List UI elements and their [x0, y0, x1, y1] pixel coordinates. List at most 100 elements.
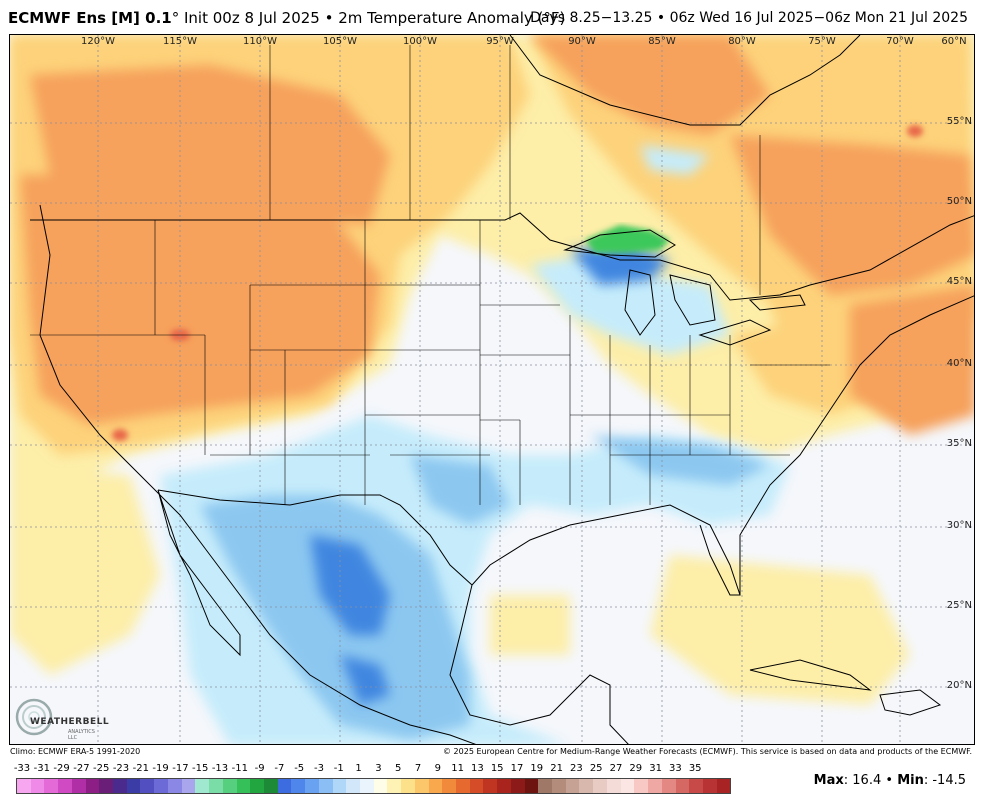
scale-tick-label: -15	[192, 763, 209, 774]
scale-swatch	[113, 779, 127, 793]
longitude-label: 95°W	[486, 36, 514, 47]
scale-tick-label: 3	[375, 763, 382, 774]
scale-swatch	[469, 779, 484, 793]
scale-tick-label: -3	[314, 763, 324, 774]
scale-swatch	[263, 779, 278, 793]
valid-period: Days 8.25−13.25 • 06z Wed 16 Jul 2025−06…	[530, 10, 968, 26]
scale-swatch	[291, 779, 306, 793]
scale-swatch	[456, 779, 470, 793]
map-canvas	[10, 35, 974, 744]
latitude-label: 40°N	[946, 358, 972, 369]
scale-tick-label: -31	[33, 763, 50, 774]
scale-tick-label: 19	[530, 763, 544, 774]
scale-swatch	[318, 779, 333, 793]
scale-tick-label: -13	[211, 763, 229, 774]
scale-swatch	[716, 779, 731, 793]
scale-swatch	[126, 779, 141, 793]
scale-tick-label: 27	[609, 763, 623, 774]
scale-tick-label: 31	[649, 763, 662, 774]
scale-swatch	[236, 779, 251, 793]
scale-swatch	[195, 779, 210, 793]
scale-swatch	[702, 779, 717, 793]
scale-swatch	[565, 779, 580, 793]
scale-tick-label: 35	[688, 763, 702, 774]
stats-separator: •	[885, 773, 894, 788]
lake-superior-cold-spot	[585, 225, 670, 253]
scale-tick-label: 23	[570, 763, 583, 774]
scale-swatch	[579, 779, 594, 793]
weatherbell-logo: WEATHERBELL ANALYTICS LLC	[14, 695, 109, 743]
latitude-label: 55°N	[946, 116, 972, 127]
latitude-label: 50°N	[946, 196, 972, 207]
scale-tick-label: 7	[414, 763, 422, 774]
scale-swatch	[689, 779, 703, 793]
state-borders	[30, 45, 830, 505]
max-label: Max	[813, 773, 844, 788]
cool-region	[200, 435, 770, 740]
copyright-note: © 2025 European Centre for Medium-Range …	[443, 747, 972, 756]
scale-swatch	[373, 779, 388, 793]
climo-note: Climo: ECMWF ERA-5 1991-2020	[10, 747, 141, 756]
scale-swatch	[661, 779, 676, 793]
scale-swatch	[181, 779, 196, 793]
scale-swatch	[606, 779, 621, 793]
scale-tick-label: 9	[434, 763, 441, 774]
scale-tick-label: -5	[294, 763, 305, 774]
scale-swatch	[414, 779, 429, 793]
scale-swatch	[167, 779, 182, 793]
scale-tick-label: 33	[669, 763, 682, 774]
longitude-label: 85°W	[648, 36, 676, 47]
degree-symbol: °	[171, 9, 180, 27]
logo-text: WEATHERBELL	[30, 717, 110, 727]
longitude-label: 120°W	[81, 36, 115, 47]
scale-swatch	[483, 779, 498, 793]
scale-swatch	[277, 779, 292, 793]
scale-tick-label: -19	[152, 763, 169, 774]
scale-tick-label: -33	[13, 763, 31, 774]
scale-swatch	[497, 779, 511, 793]
longitude-label: 80°W	[728, 36, 756, 47]
scale-swatch	[71, 779, 86, 793]
scale-swatch	[30, 779, 45, 793]
scale-swatch	[17, 779, 31, 793]
latitude-label: 25°N	[946, 600, 972, 611]
scale-swatch	[620, 779, 635, 793]
scale-swatch	[154, 779, 168, 793]
graticule	[10, 35, 974, 744]
warm-strong-region	[20, 35, 974, 435]
scale-tick-label: 17	[510, 763, 524, 774]
scale-swatch	[209, 779, 223, 793]
scale-bar	[16, 778, 732, 794]
scale-tick-label: -11	[231, 763, 248, 774]
scale-swatch	[222, 779, 237, 793]
min-label: Min	[897, 773, 924, 788]
scale-swatch	[387, 779, 402, 793]
max-min-stats: Max: 16.4 • Min: -14.5	[814, 773, 966, 788]
variable-name: 2m Temperature Anomaly (°F)	[338, 9, 566, 27]
header: ECMWF Ens [M] 0.1° Init 00z 8 Jul 2025 •…	[0, 0, 984, 34]
scale-tick-label: -29	[53, 763, 70, 774]
scale-tick-label: -27	[73, 763, 90, 774]
scale-swatch	[510, 779, 525, 793]
longitude-label: 110°W	[243, 36, 277, 47]
weatherbell-swirl-logo	[15, 698, 53, 736]
longitude-label: 105°W	[323, 36, 357, 47]
scale-swatch	[346, 779, 360, 793]
latitude-label: 45°N	[946, 276, 972, 287]
scale-tick-label: -23	[112, 763, 130, 774]
longitude-label: 115°W	[163, 36, 197, 47]
scale-swatch	[442, 779, 456, 793]
anomaly-map[interactable]: 120°W 115°W 110°W 105°W 100°W 95°W 90°W 85°W 80°…	[9, 34, 975, 745]
scale-tick-label: 29	[629, 763, 643, 774]
scale-swatch	[675, 779, 690, 793]
cool-strong-region	[310, 245, 670, 705]
scale-swatch	[250, 779, 264, 793]
scale-tick-label: 21	[550, 763, 563, 774]
scale-tick-label: 5	[395, 763, 402, 774]
min-value: : -14.5	[923, 773, 966, 788]
scale-tick-label: 15	[490, 763, 504, 774]
scale-tick-label: 25	[589, 763, 603, 774]
map-title: ECMWF Ens [M] 0.1° Init 00z 8 Jul 2025 •…	[8, 9, 565, 27]
latitude-label: 20°N	[946, 680, 972, 691]
scale-swatch	[359, 779, 374, 793]
